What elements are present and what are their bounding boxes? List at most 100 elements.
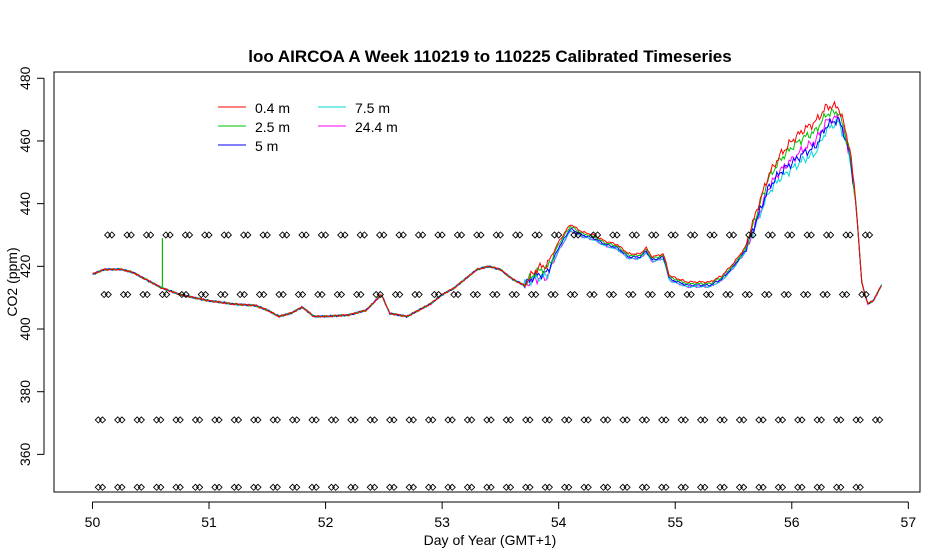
reference-marker: [625, 290, 633, 299]
reference-marker: [137, 483, 145, 491]
reference-marker: [114, 416, 122, 424]
reference-marker: [832, 416, 841, 424]
reference-marker: [720, 416, 728, 424]
reference-marker: [463, 483, 472, 491]
reference-marker: [239, 231, 248, 239]
reference-marker: [526, 483, 534, 491]
reference-marker: [648, 231, 656, 239]
reference-marker: [434, 231, 442, 239]
reference-marker: [798, 416, 806, 424]
reference-marker: [215, 483, 223, 491]
reference-marker: [774, 483, 782, 491]
reference-marker: [871, 416, 880, 424]
reference-marker: [604, 416, 612, 424]
reference-marker: [176, 416, 184, 424]
reference-marker: [288, 483, 297, 491]
x-tick-label: 54: [551, 514, 567, 530]
reference-marker: [794, 416, 802, 424]
x-tick-label: 51: [201, 514, 217, 530]
reference-marker: [419, 231, 427, 239]
reference-marker: [701, 483, 709, 491]
reference-marker: [405, 483, 413, 491]
reference-marker: [250, 416, 258, 424]
reference-marker: [817, 416, 826, 424]
reference-marker: [780, 290, 788, 299]
reference-marker: [642, 483, 651, 491]
reference-marker: [360, 231, 369, 239]
reference-marker: [327, 416, 336, 424]
reference-marker: [273, 416, 281, 424]
reference-marker: [755, 483, 763, 491]
reference-marker: [726, 290, 734, 299]
reference-marker: [813, 416, 821, 424]
reference-marker: [430, 290, 439, 299]
reference-marker: [696, 483, 705, 491]
reference-marker: [560, 416, 569, 424]
reference-marker: [658, 483, 666, 491]
reference-marker: [454, 290, 462, 299]
reference-marker: [195, 416, 204, 424]
x-tick-label: 53: [434, 514, 450, 530]
reference-marker: [638, 416, 646, 424]
reference-marker: [702, 290, 711, 299]
reference-marker: [735, 483, 744, 491]
reference-marker: [819, 290, 827, 299]
reference-marker: [856, 416, 864, 424]
reference-marker: [409, 416, 417, 424]
reference-marker: [566, 290, 575, 299]
reference-marker: [487, 483, 495, 491]
reference-marker: [221, 290, 229, 299]
reference-marker: [260, 290, 268, 299]
reference-marker: [740, 483, 748, 491]
reference-marker: [469, 290, 477, 299]
reference-marker: [638, 483, 646, 491]
reference-marker: [137, 416, 145, 424]
reference-marker: [434, 290, 443, 299]
reference-marker: [244, 231, 252, 239]
reference-marker: [565, 416, 573, 424]
reference-marker: [201, 231, 209, 239]
reference-marker: [852, 483, 860, 491]
reference-marker: [332, 416, 340, 424]
reference-marker: [448, 416, 456, 424]
reference-marker: [580, 416, 588, 424]
reference-marker: [327, 483, 336, 491]
reference-marker: [778, 483, 787, 491]
reference-marker: [312, 416, 320, 424]
reference-marker: [195, 483, 204, 491]
reference-marker: [668, 290, 676, 299]
reference-marker: [686, 231, 695, 239]
reference-marker: [545, 416, 554, 424]
reference-marker: [822, 231, 831, 239]
series-line-0-4-m: [92, 100, 882, 318]
reference-marker: [550, 231, 559, 239]
reference-marker: [701, 416, 709, 424]
reference-marker: [463, 416, 472, 424]
reference-marker: [240, 290, 248, 299]
reference-marker: [652, 231, 660, 239]
reference-marker: [865, 231, 874, 239]
reference-marker: [876, 416, 884, 424]
reference-marker: [357, 290, 365, 299]
reference-marker: [725, 231, 733, 239]
y-tick-label: 480: [17, 66, 33, 90]
reference-marker: [691, 231, 699, 239]
reference-marker: [166, 231, 174, 239]
reference-marker: [729, 231, 738, 239]
reference-marker: [759, 416, 767, 424]
reference-marker: [778, 416, 787, 424]
reference-marker: [658, 416, 666, 424]
reference-marker: [444, 483, 452, 491]
reference-marker: [502, 416, 510, 424]
reference-marker: [366, 416, 374, 424]
reference-marker: [768, 231, 777, 239]
reference-marker: [516, 231, 524, 239]
reference-marker: [215, 416, 223, 424]
reference-marker: [823, 290, 831, 299]
reference-marker: [444, 416, 452, 424]
reference-marker: [269, 483, 277, 491]
reference-marker: [667, 231, 675, 239]
reference-marker: [429, 483, 437, 491]
reference-marker: [157, 416, 165, 424]
